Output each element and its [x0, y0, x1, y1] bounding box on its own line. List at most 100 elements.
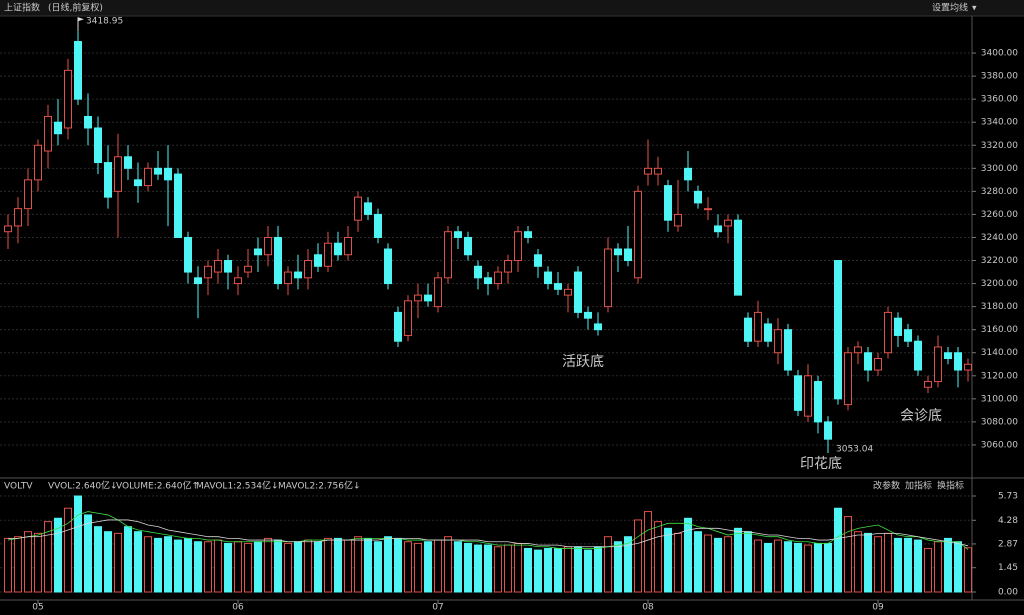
candle-body: [634, 190, 642, 279]
candle-body: [644, 167, 652, 175]
candle-body: [144, 167, 152, 187]
candle-body: [404, 300, 412, 336]
volume-bar: [854, 531, 862, 593]
candle-body: [124, 156, 132, 169]
candle-body: [854, 346, 862, 354]
mavol-line: [8, 519, 969, 548]
candle-body: [24, 179, 32, 210]
volume-bar: [254, 541, 262, 593]
candle-body: [354, 196, 362, 221]
candle-body: [674, 213, 682, 227]
button[interactable]: 改参数: [873, 480, 900, 492]
volume-bar: [464, 542, 472, 593]
y-tick-label: 3380.00: [981, 72, 1018, 82]
volume-bar: [584, 549, 592, 593]
candle-body: [834, 260, 842, 400]
subtitle: (日线,前复权): [48, 2, 103, 14]
candle-body: [554, 283, 562, 290]
y-tick-label: 5.73: [998, 492, 1018, 502]
candle-body: [394, 311, 402, 342]
candle-body: [694, 190, 702, 204]
volume-bar: [444, 536, 452, 593]
candle-body: [604, 248, 612, 308]
volume-bar: [234, 541, 242, 593]
candle-body: [734, 219, 742, 296]
volume-label: MAVOL1:2.534亿↓: [196, 480, 279, 492]
candle-body: [574, 271, 582, 313]
button[interactable]: 换指标: [937, 480, 964, 492]
volume-bar: [134, 531, 142, 593]
volume-bar: [94, 526, 102, 593]
volume-bar: [644, 511, 652, 593]
volume-bar: [274, 539, 282, 593]
annotation: 3418.95: [86, 17, 123, 27]
volume-bar: [4, 537, 12, 593]
candle-body: [524, 231, 532, 238]
settings-button[interactable]: 设置均线: [932, 2, 968, 14]
volume-bar: [374, 541, 382, 593]
candle-body: [324, 242, 332, 267]
volume-bar: [214, 539, 222, 593]
volume-bar: [244, 542, 252, 593]
candle-body: [904, 329, 912, 342]
dropdown-icon[interactable]: ▾: [972, 4, 977, 14]
volume-bar: [884, 532, 892, 593]
volume-bar: [954, 541, 962, 593]
candle-body: [804, 375, 812, 417]
candle-body: [654, 167, 662, 175]
candle-body: [334, 242, 342, 256]
volume-bar: [934, 541, 942, 593]
y-tick-label: 3140.00: [981, 348, 1018, 358]
candle-body: [414, 294, 422, 302]
volume-bar: [824, 542, 832, 593]
volume-bar: [964, 547, 972, 593]
candle-body: [774, 329, 782, 354]
candle-body: [424, 294, 432, 302]
candle-body: [484, 277, 492, 285]
candle-body: [754, 311, 762, 342]
candle-body: [114, 156, 122, 192]
volume-bar: [844, 516, 852, 593]
candle-body: [434, 277, 442, 308]
candle-body: [764, 323, 772, 342]
candle-body: [664, 185, 672, 221]
candle-body: [234, 277, 242, 285]
volume-bar: [164, 536, 172, 593]
annotation: 3053.04: [836, 444, 873, 454]
volume-bar: [54, 517, 62, 593]
volume-bar: [264, 537, 272, 593]
volume-bar: [494, 546, 502, 593]
volume-bar: [804, 544, 812, 593]
button[interactable]: 加指标: [905, 480, 932, 492]
volume-bar: [924, 547, 932, 593]
candle-body: [864, 352, 872, 371]
candle-body: [914, 340, 922, 371]
candle-body: [264, 236, 272, 256]
candle-body: [184, 236, 192, 273]
candle-body: [704, 208, 712, 211]
candle-body: [384, 248, 392, 285]
candle-body: [194, 277, 202, 285]
volume-name: VOLTV: [4, 482, 33, 492]
candle-body: [84, 115, 92, 129]
volume-bar: [174, 539, 182, 593]
y-tick-label: 3220.00: [981, 256, 1018, 266]
x-tick-label: 07: [432, 603, 443, 613]
candle-body: [924, 381, 932, 388]
volume-bar: [334, 537, 342, 593]
candle-body: [34, 144, 42, 181]
volume-bar: [894, 537, 902, 593]
candle-body: [814, 381, 822, 423]
volume-bar: [744, 531, 752, 593]
candle-body: [344, 236, 352, 256]
candle-body: [14, 208, 22, 227]
candle-body: [364, 202, 372, 215]
volume-bar: [734, 527, 742, 593]
volume-bar: [724, 536, 732, 593]
candle-body: [744, 317, 752, 342]
volume-bar: [284, 542, 292, 593]
volume-bar: [614, 541, 622, 593]
candle-body: [684, 167, 692, 181]
candle-body: [44, 115, 52, 152]
candle-body: [74, 41, 82, 100]
